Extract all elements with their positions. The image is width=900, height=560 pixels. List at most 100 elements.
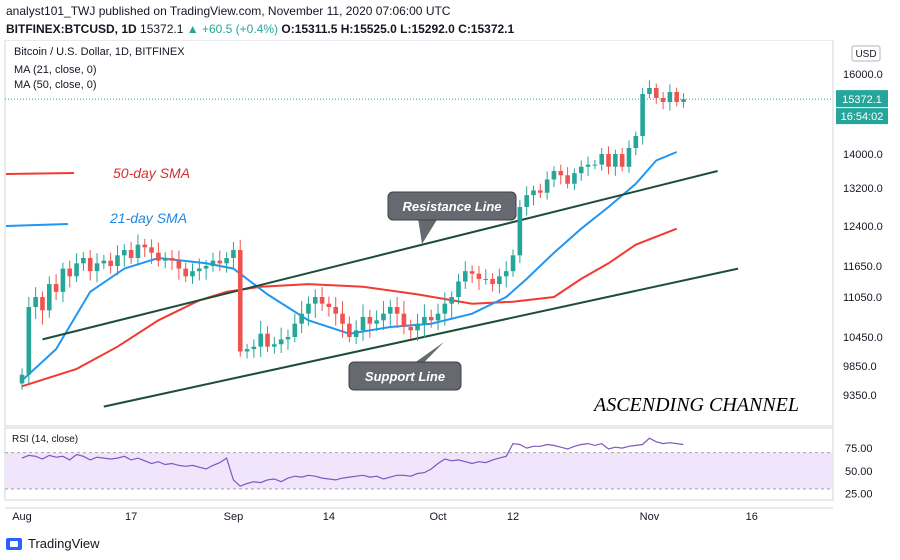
candle bbox=[278, 339, 284, 345]
callout-label: Resistance Line bbox=[403, 199, 502, 214]
callout-pointer bbox=[418, 218, 438, 244]
sma21-legend-line bbox=[5, 223, 69, 227]
candle bbox=[94, 263, 100, 272]
candle bbox=[203, 266, 209, 269]
time-tick-label: Oct bbox=[429, 511, 446, 523]
candle bbox=[162, 258, 168, 261]
time-tick-label: 16 bbox=[746, 511, 758, 523]
rsi-band bbox=[6, 452, 832, 489]
candle bbox=[347, 323, 352, 337]
candle bbox=[428, 317, 434, 321]
candle bbox=[312, 297, 318, 304]
candle bbox=[197, 268, 202, 272]
price-tick-label: 9850.0 bbox=[843, 361, 877, 373]
price-tick-label: 10450.0 bbox=[843, 332, 883, 344]
candle bbox=[292, 323, 298, 337]
chart-title: Bitcoin / U.S. Dollar, 1D, BITFINEX bbox=[14, 46, 185, 58]
ohlc-values: O:15311.5 H:15525.0 L:15292.0 C:15372.1 bbox=[281, 22, 515, 36]
candle bbox=[67, 268, 73, 277]
support-callout: Support Line bbox=[348, 342, 462, 391]
sma50-annotation: 50-day SMA bbox=[113, 165, 190, 181]
time-tick-label: 17 bbox=[125, 511, 137, 523]
price-tick-label: 11050.0 bbox=[843, 292, 882, 304]
candle bbox=[74, 263, 79, 277]
candle bbox=[210, 260, 216, 266]
candle bbox=[115, 255, 120, 266]
candle bbox=[360, 317, 366, 331]
countdown-tag bbox=[836, 108, 888, 125]
candle bbox=[415, 323, 420, 331]
candle bbox=[422, 317, 427, 324]
time-tick-label: Sep bbox=[224, 511, 244, 523]
price-tick-label: 11650.0 bbox=[843, 261, 882, 273]
candle bbox=[285, 337, 291, 340]
price-change: ▲ +60.5 (+0.4%) bbox=[186, 22, 279, 36]
last-price-tag bbox=[836, 90, 888, 108]
time-tick-label: Nov bbox=[640, 511, 660, 523]
candle bbox=[483, 278, 489, 280]
candle bbox=[108, 260, 113, 266]
candle bbox=[176, 260, 182, 269]
candle bbox=[169, 258, 175, 261]
price-tick-label: 13200.0 bbox=[843, 183, 883, 195]
candle bbox=[190, 271, 195, 277]
price-tick-label: 14000.0 bbox=[843, 149, 883, 161]
candles bbox=[19, 80, 686, 390]
candle bbox=[237, 250, 243, 352]
candle bbox=[517, 207, 523, 256]
rsi-tick-label: 50.00 bbox=[845, 466, 873, 478]
pattern-label: ASCENDING CHANNEL bbox=[592, 394, 799, 416]
resistance-trend-line bbox=[42, 170, 718, 341]
price-chart[interactable]: Bitcoin / U.S. Dollar, 1D, BITFINEX MA (2… bbox=[0, 40, 900, 525]
candle bbox=[326, 303, 332, 307]
ma50-line bbox=[21, 227, 678, 388]
candle bbox=[653, 88, 659, 98]
rsi-tick-label: 25.00 bbox=[845, 488, 873, 500]
candle bbox=[156, 252, 161, 261]
callout-label: Support Line bbox=[365, 369, 445, 384]
symbol-bar: BITFINEX:BTCUSD, 1D 15372.1 ▲ +60.5 (+0.… bbox=[6, 22, 514, 36]
candle bbox=[333, 307, 339, 314]
footer: TradingView bbox=[6, 536, 100, 551]
candle bbox=[667, 92, 673, 102]
publish-info: analyst101_TWJ published on TradingView.… bbox=[6, 4, 450, 18]
candle bbox=[435, 313, 441, 321]
candle bbox=[510, 255, 516, 272]
candle bbox=[244, 349, 250, 352]
countdown-tag-label: 16:54:02 bbox=[841, 111, 884, 123]
candle bbox=[503, 271, 509, 277]
price-tick-label: 16000.0 bbox=[843, 69, 883, 81]
candle bbox=[319, 297, 325, 304]
candle bbox=[374, 320, 379, 324]
time-tick-label: Aug bbox=[12, 511, 32, 523]
candle bbox=[387, 307, 393, 314]
time-tick-label: 12 bbox=[507, 511, 519, 523]
resistance-callout: Resistance Line bbox=[387, 191, 517, 244]
candle bbox=[613, 154, 618, 167]
candle bbox=[565, 175, 570, 184]
rsi-tick-label: 75.00 bbox=[845, 443, 873, 455]
candle bbox=[299, 313, 304, 324]
callout-box bbox=[348, 361, 462, 391]
candle bbox=[340, 313, 345, 324]
candle bbox=[224, 258, 229, 264]
publish-info-text: analyst101_TWJ published on TradingView.… bbox=[6, 4, 451, 18]
candle bbox=[217, 260, 223, 264]
candle bbox=[463, 271, 468, 282]
price-tick-label: 9350.0 bbox=[843, 390, 877, 402]
tradingview-logo-icon bbox=[6, 537, 22, 550]
ma21-line bbox=[21, 151, 678, 382]
footer-brand: TradingView bbox=[28, 536, 100, 551]
candle bbox=[142, 244, 148, 248]
candle bbox=[26, 307, 32, 375]
candle bbox=[585, 164, 591, 167]
last-price-text: 15372.1 bbox=[140, 22, 184, 36]
candle bbox=[681, 99, 686, 102]
price-tick-label: 12400.0 bbox=[843, 221, 883, 233]
candle bbox=[33, 297, 38, 307]
candle bbox=[19, 374, 25, 384]
candle bbox=[101, 260, 107, 264]
candle bbox=[149, 247, 154, 253]
candle bbox=[660, 98, 666, 102]
candle bbox=[81, 258, 86, 264]
